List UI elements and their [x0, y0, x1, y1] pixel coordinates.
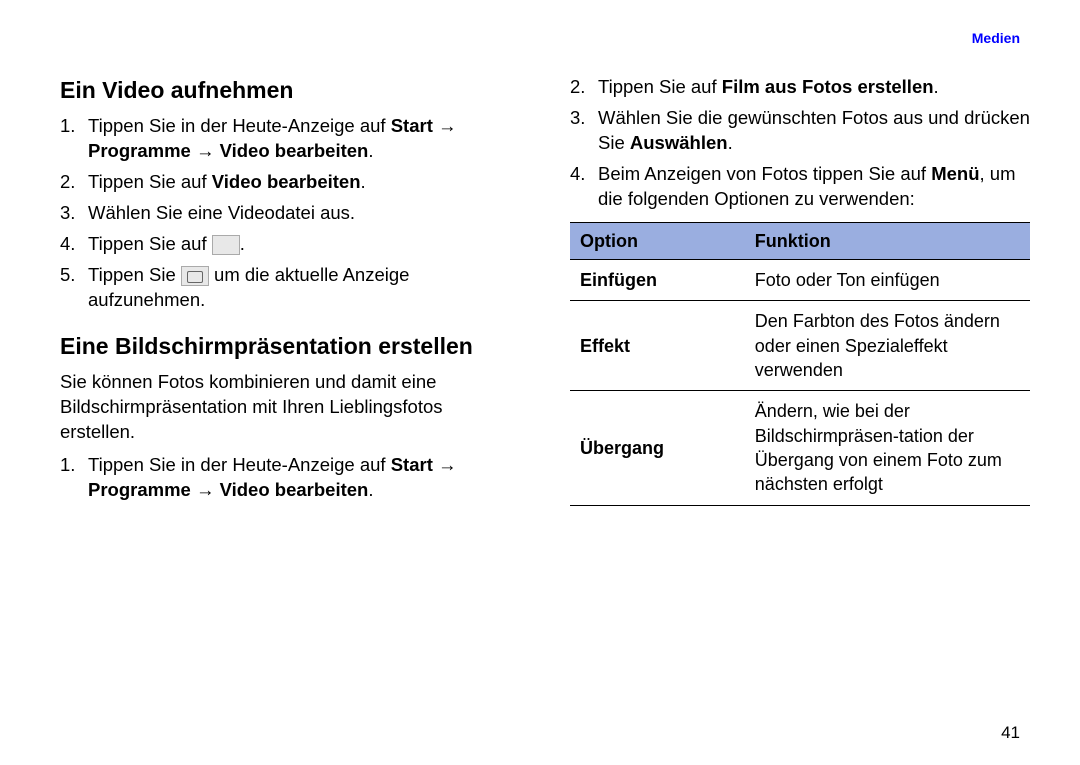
step-text: .: [368, 479, 373, 500]
option-cell: Übergang: [570, 391, 745, 505]
section-header: Medien: [972, 30, 1020, 46]
list-item: Tippen Sie um die aktuelle Anzeige aufzu…: [60, 263, 520, 313]
step-text: .: [728, 132, 733, 153]
function-cell: Foto oder Ton einfügen: [745, 260, 1030, 301]
list-item: Tippen Sie auf Video bearbeiten.: [60, 170, 520, 195]
list-item: Tippen Sie in der Heute-Anzeige auf Star…: [60, 453, 520, 503]
left-column: Ein Video aufnehmen Tippen Sie in der He…: [60, 75, 520, 509]
list-item: Tippen Sie auf .: [60, 232, 520, 257]
heading-slideshow: Eine Bildschirmpräsentation erstellen: [60, 331, 520, 362]
option-cell: Einfügen: [570, 260, 745, 301]
table-row: Übergang Ändern, wie bei der Bildschirmp…: [570, 391, 1030, 505]
slideshow-steps-left: Tippen Sie in der Heute-Anzeige auf Star…: [60, 453, 520, 503]
intro-paragraph: Sie können Fotos kombinieren und damit e…: [60, 370, 520, 445]
option-cell: Effekt: [570, 301, 745, 391]
step-text: .: [934, 76, 939, 97]
table-row: Einfügen Foto oder Ton einfügen: [570, 260, 1030, 301]
step-text: .: [368, 140, 373, 161]
heading-record-video: Ein Video aufnehmen: [60, 75, 520, 106]
step-bold: Video bearbeiten: [212, 171, 361, 192]
camera-icon: [181, 266, 209, 286]
slideshow-steps-right: Tippen Sie auf Film aus Fotos erstellen.…: [570, 75, 1030, 212]
step-text: Tippen Sie auf: [598, 76, 722, 97]
toolbar-icon: [212, 235, 240, 255]
step-text: .: [240, 233, 245, 254]
function-cell: Ändern, wie bei der Bildschirmpräsen-tat…: [745, 391, 1030, 505]
step-text: Tippen Sie in der Heute-Anzeige auf: [88, 115, 391, 136]
list-item: Wählen Sie die gewünschten Fotos aus und…: [570, 106, 1030, 156]
step-text: Tippen Sie in der Heute-Anzeige auf: [88, 454, 391, 475]
right-column: Tippen Sie auf Film aus Fotos erstellen.…: [570, 75, 1030, 509]
page-number: 41: [1001, 723, 1020, 743]
step-text: Beim Anzeigen von Fotos tippen Sie auf: [598, 163, 931, 184]
step-bold: Film aus Fotos erstellen: [722, 76, 934, 97]
options-table: Option Funktion Einfügen Foto oder Ton e…: [570, 222, 1030, 506]
table-row: Effekt Den Farbton des Fotos ändern oder…: [570, 301, 1030, 391]
step-text: .: [361, 171, 366, 192]
list-item: Wählen Sie eine Videodatei aus.: [60, 201, 520, 226]
step-text: Tippen Sie auf: [88, 171, 212, 192]
step-bold: Auswählen: [630, 132, 728, 153]
step-text: Tippen Sie auf: [88, 233, 212, 254]
table-header-function: Funktion: [745, 222, 1030, 259]
step-text: Wählen Sie eine Videodatei aus.: [88, 202, 355, 223]
two-column-layout: Ein Video aufnehmen Tippen Sie in der He…: [60, 75, 1030, 509]
list-item: Beim Anzeigen von Fotos tippen Sie auf M…: [570, 162, 1030, 212]
table-header-option: Option: [570, 222, 745, 259]
list-item: Tippen Sie auf Film aus Fotos erstellen.: [570, 75, 1030, 100]
list-item: Tippen Sie in der Heute-Anzeige auf Star…: [60, 114, 520, 164]
step-bold: Menü: [931, 163, 979, 184]
function-cell: Den Farbton des Fotos ändern oder einen …: [745, 301, 1030, 391]
step-text: Tippen Sie: [88, 264, 181, 285]
record-video-steps: Tippen Sie in der Heute-Anzeige auf Star…: [60, 114, 520, 313]
